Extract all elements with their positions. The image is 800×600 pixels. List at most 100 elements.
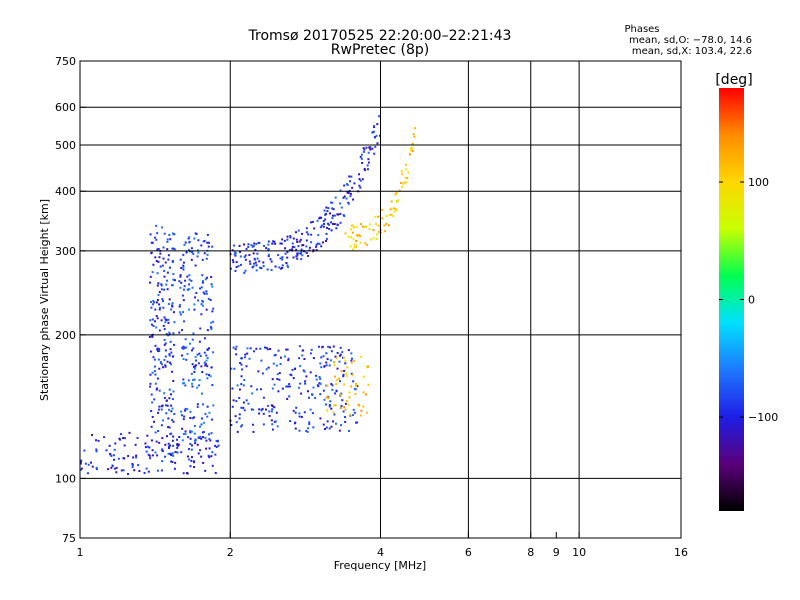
data-point xyxy=(305,227,308,230)
data-point xyxy=(384,230,387,233)
data-point xyxy=(294,427,297,430)
x-tick-label: 9 xyxy=(553,546,560,559)
data-point xyxy=(80,459,83,462)
data-point xyxy=(343,369,346,372)
data-point xyxy=(323,428,326,431)
data-point xyxy=(375,237,378,240)
data-point xyxy=(309,352,312,355)
data-point xyxy=(182,299,185,302)
data-point xyxy=(247,402,250,405)
data-point xyxy=(287,357,290,360)
data-point xyxy=(350,385,353,388)
data-point xyxy=(201,280,204,283)
data-point xyxy=(153,301,156,304)
data-point xyxy=(338,429,341,432)
data-point xyxy=(195,292,198,295)
data-point xyxy=(137,464,140,467)
data-point xyxy=(172,390,175,393)
data-point xyxy=(336,357,339,360)
data-point xyxy=(319,377,322,380)
data-point xyxy=(322,220,325,223)
data-point xyxy=(279,242,282,245)
data-point xyxy=(199,355,202,358)
data-point xyxy=(189,465,192,468)
data-point xyxy=(191,349,194,352)
data-point xyxy=(154,256,157,259)
data-point xyxy=(234,269,237,272)
data-point xyxy=(154,344,157,347)
data-point xyxy=(185,346,188,349)
data-point xyxy=(186,472,189,475)
data-point xyxy=(163,338,166,341)
data-point xyxy=(265,346,268,349)
data-point xyxy=(395,191,398,194)
data-point xyxy=(151,449,154,452)
data-point xyxy=(286,235,289,238)
data-point xyxy=(184,432,187,435)
data-point xyxy=(255,264,258,267)
data-point xyxy=(206,241,209,244)
data-point xyxy=(303,411,306,414)
data-point xyxy=(277,254,280,257)
data-point xyxy=(309,408,312,411)
data-point xyxy=(267,243,270,246)
data-point xyxy=(240,406,243,409)
data-point xyxy=(253,350,256,353)
data-point xyxy=(281,387,284,390)
data-point xyxy=(110,466,113,469)
data-point xyxy=(158,291,161,294)
data-point xyxy=(398,189,401,192)
data-point xyxy=(164,443,167,446)
data-point xyxy=(347,202,350,205)
data-point xyxy=(366,168,369,171)
data-point xyxy=(266,348,269,351)
data-point xyxy=(206,253,209,256)
data-point xyxy=(349,192,352,195)
data-point xyxy=(164,355,167,358)
data-point xyxy=(323,365,326,368)
data-point xyxy=(164,349,167,352)
data-point xyxy=(246,347,249,350)
data-point xyxy=(279,362,282,365)
data-point xyxy=(193,416,196,419)
legend-line-x: mean, sd,X: 103.4, 22.6 xyxy=(632,46,752,57)
data-point xyxy=(184,384,187,387)
data-point xyxy=(330,407,333,410)
data-point xyxy=(157,429,160,432)
data-point xyxy=(245,365,248,368)
data-point xyxy=(291,242,294,245)
y-tick-label: 75 xyxy=(62,532,76,545)
data-point xyxy=(393,207,396,210)
data-point xyxy=(191,417,194,420)
data-point xyxy=(108,444,111,447)
data-point xyxy=(145,450,148,453)
data-point xyxy=(172,444,175,447)
data-point xyxy=(371,147,374,150)
data-point xyxy=(210,276,213,279)
data-point xyxy=(123,437,126,440)
data-point xyxy=(407,171,410,174)
data-point xyxy=(317,234,320,237)
y-axis: 75 100 200 300 400 500 600 750 xyxy=(55,55,86,545)
data-point xyxy=(158,308,161,311)
data-point xyxy=(198,437,201,440)
data-point xyxy=(291,368,294,371)
data-point xyxy=(383,224,386,227)
data-point xyxy=(179,258,182,261)
data-point xyxy=(327,223,330,226)
data-point xyxy=(376,123,379,126)
data-point xyxy=(278,378,281,381)
data-point xyxy=(166,271,169,274)
data-point xyxy=(243,409,246,412)
data-point xyxy=(238,397,241,400)
data-point xyxy=(312,426,315,429)
data-point xyxy=(335,227,338,230)
data-point xyxy=(312,386,315,389)
data-point xyxy=(182,264,185,267)
data-point xyxy=(207,241,210,244)
data-point xyxy=(296,252,299,255)
data-point xyxy=(155,326,158,329)
data-point xyxy=(122,457,125,460)
data-point xyxy=(206,405,209,408)
x-tick-label: 4 xyxy=(377,546,384,559)
